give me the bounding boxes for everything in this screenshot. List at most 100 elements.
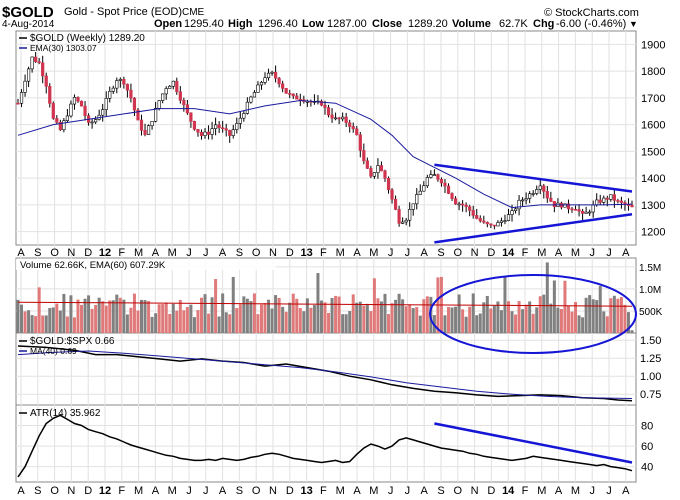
volume-bar [337,296,341,333]
ratio-y-tick-label: 0.75 [640,389,661,401]
candle-body [591,204,595,213]
volume-bar [341,314,345,333]
x-tick-label-top: N [269,247,277,259]
volume-bar [245,298,249,333]
volume-bar [207,313,211,333]
candle-body [245,101,249,114]
price-y-tick-label: 1300 [641,200,665,212]
x-tick-label-bottom: J [606,485,612,497]
volume-bar [461,309,465,333]
volume-bar [510,311,514,333]
x-tick-label-bottom: F [118,485,125,497]
x-tick-label-bottom: N [67,485,75,497]
candle-body [471,210,475,216]
x-tick-label-top: N [67,247,75,259]
volume-bar [189,304,193,333]
candle-body [351,126,355,130]
price-y-tick-label: 1700 [641,93,665,105]
volume-bar [355,302,359,333]
candle-body [489,223,493,226]
volume-legend: Volume 62.66K, EMA(60) 607.29K [20,260,166,271]
atr-legend: ATR(14) 35.962 [30,408,101,419]
price-y-axis: 1200 1300 1400 1500 1600 1700 1800 1900 [641,39,665,238]
candle-body [390,189,394,200]
price-trendlines [434,163,633,244]
price-candles [16,51,634,230]
x-tick-label-top: A [219,247,227,259]
volume-bar [584,297,588,333]
volume-bar [20,304,24,333]
candle-body [122,79,126,85]
volume-bar [48,308,52,333]
candle-body [457,203,461,206]
volume-y-tick-label: 1.5M [639,263,661,274]
volume-y-tick-label: 1.0M [639,285,661,296]
volume-bar [358,301,362,333]
candle-body [238,117,242,124]
candle-body [464,204,468,208]
volume-bar [623,304,627,333]
volume-bar [238,304,242,333]
candle-body [612,194,616,201]
x-tick-label-bottom: J [203,485,209,497]
volume-bar [394,299,398,333]
candle-body [217,124,221,129]
volume-bar [369,311,373,333]
volume-bar [228,314,232,333]
close-label: Close [372,18,402,30]
gold-spx-ratio-line [17,345,633,402]
chg-down-arrow-icon: ▼ [629,19,638,29]
candle-body [288,93,292,95]
x-tick-label-top: A [353,247,361,259]
candle-body [577,209,581,212]
x-tick-label-bottom: A [622,485,630,497]
volume-bar [563,280,567,333]
candle-body [404,219,408,223]
candle-body [510,210,514,215]
volume-bar [122,299,126,333]
volume-label: Volume [452,18,491,30]
volume-bar [62,293,66,333]
volume-bar [443,315,447,333]
volume-bar [118,297,122,333]
candle-body [383,170,387,179]
volume-bar [147,301,151,333]
volume-bar [249,301,253,333]
candle-body [26,68,31,82]
x-tick-label-bottom: M [537,485,546,497]
volume-ema-line [17,301,633,307]
x-tick-label-bottom: M [571,485,580,497]
candle-body [132,97,137,111]
candle-body [157,100,161,109]
candle-body [446,185,451,194]
volume-bar [178,299,182,333]
candle-body [101,109,105,116]
candle-body [277,77,281,85]
volume-bar [630,330,634,333]
volume-bar [263,303,267,333]
candle-body [619,200,624,203]
volume-bar [196,310,200,333]
volume-bar [182,310,186,333]
volume-bars [16,262,634,333]
candle-body [48,86,52,104]
candle-body [397,209,401,224]
candle-body [16,102,20,105]
x-tick-label-bottom: M [168,485,177,497]
candle-body [482,220,486,223]
x-tick-label-top: M [134,247,143,259]
close-value: 1289.20 [408,18,448,30]
volume-bar [23,311,27,333]
candle-body [418,190,422,195]
x-tick-label-top: F [522,247,529,259]
candle-body [206,131,211,135]
volume-bar [76,299,80,333]
volume-bar [90,308,94,333]
price-y-tick-label: 1600 [641,120,665,132]
volume-bar [199,297,203,333]
volume-bar [87,295,91,333]
volume-bar [150,316,154,333]
x-axis-top: A S O N D 12 F M A M J J A S O N D 13 F M A M J J A S O N D 14 F M A M J J A [17,247,630,259]
candle-body [330,114,334,119]
candle-body [580,210,585,214]
